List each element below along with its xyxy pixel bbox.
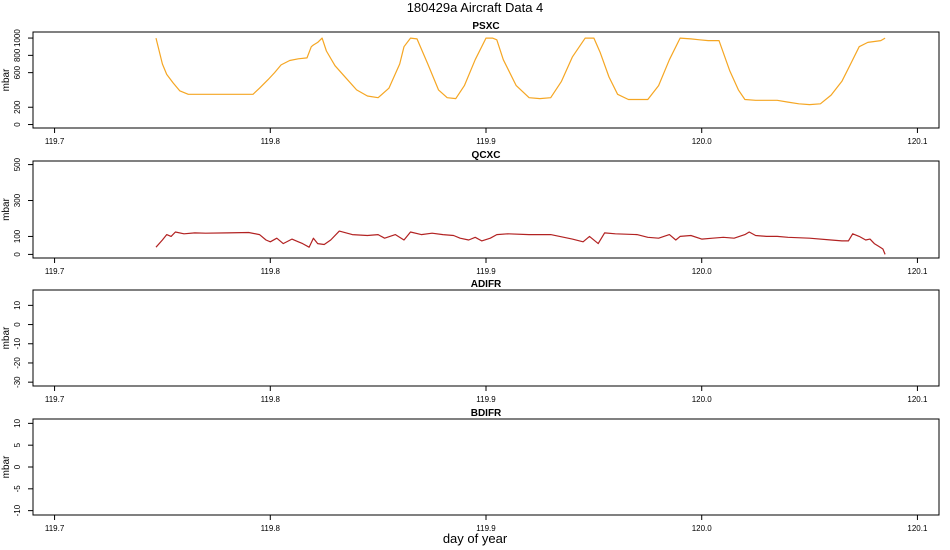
x-tick-label: 119.9 [476,395,496,404]
x-tick-label: 120.0 [692,267,713,276]
plot-frame [32,160,940,259]
y-tick-label: -20 [13,357,22,369]
plot-frame [32,289,940,387]
y-axis-label: mbar [1,68,12,91]
plot-frame [32,31,940,129]
x-tick-label: 120.1 [907,524,928,533]
panel-title: ADIFR [471,279,502,290]
y-tick-label: 500 [13,157,22,171]
y-axis-label: mbar [1,326,12,349]
x-tick-label: 119.7 [45,395,65,404]
y-tick-label: 0 [13,322,22,327]
x-tick-label: 120.1 [907,267,928,276]
x-tick-label: 120.1 [907,137,928,146]
y-tick-label: 100 [13,229,22,243]
x-tick-label: 119.7 [45,137,65,146]
y-tick-label: -5 [13,485,22,493]
x-tick-label: 119.9 [476,137,496,146]
y-tick-label: -30 [13,376,22,388]
panel-title: QCXC [472,150,501,161]
x-tick-label: 119.8 [261,267,281,276]
x-tick-label: 119.9 [476,267,496,276]
panel-qcxc: QCXC mbar 0 100 300 500 119.7 119.8 119.9 120.0 12… [1,150,940,276]
plot-frame [32,418,940,516]
x-tick-label: 119.7 [45,267,65,276]
x-tick-label: 119.7 [45,524,65,533]
x-tick-label: 119.8 [261,137,281,146]
panel-title: BDIFR [471,408,502,419]
panel-title: PSXC [472,21,499,32]
x-tick-label: 120.0 [692,395,713,404]
x-tick-label: 120.0 [692,137,713,146]
series-line [155,37,886,106]
y-tick-label: 600 [13,65,22,79]
panel-adifr: ADIFR mbar -30 -20 -10 0 10 119.7 119.8 119.9 120.… [1,279,940,404]
x-tick-label: 120.1 [907,395,928,404]
y-axis-label: mbar [1,455,12,478]
x-tick-label: 119.8 [261,395,281,404]
y-tick-label: 200 [13,100,22,114]
y-tick-label: -10 [13,504,22,516]
x-tick-label: 119.8 [261,524,281,533]
y-tick-label: 0 [13,464,22,469]
y-tick-label: 1000 [13,29,22,47]
y-tick-label: -10 [13,337,22,349]
chart-main-title: 180429a Aircraft Data 4 [406,0,544,15]
y-tick-label: 10 [13,418,22,427]
y-tick-label: 0 [13,122,22,127]
y-axis-label: mbar [1,197,12,220]
x-tick-label: 119.9 [476,524,496,533]
panel-bdifr: BDIFR mbar -10 -5 0 5 10 119.7 119.8 119.9 120.0 12… [1,408,940,533]
x-tick-label: 120.0 [692,524,713,533]
series-line [155,230,886,255]
y-tick-label: 300 [13,193,22,207]
y-tick-label: 10 [13,300,22,309]
x-axis-label: day of year [442,531,508,546]
y-tick-label: 0 [13,252,22,257]
y-tick-label: 5 [13,442,22,447]
y-tick-label: 800 [13,48,22,62]
